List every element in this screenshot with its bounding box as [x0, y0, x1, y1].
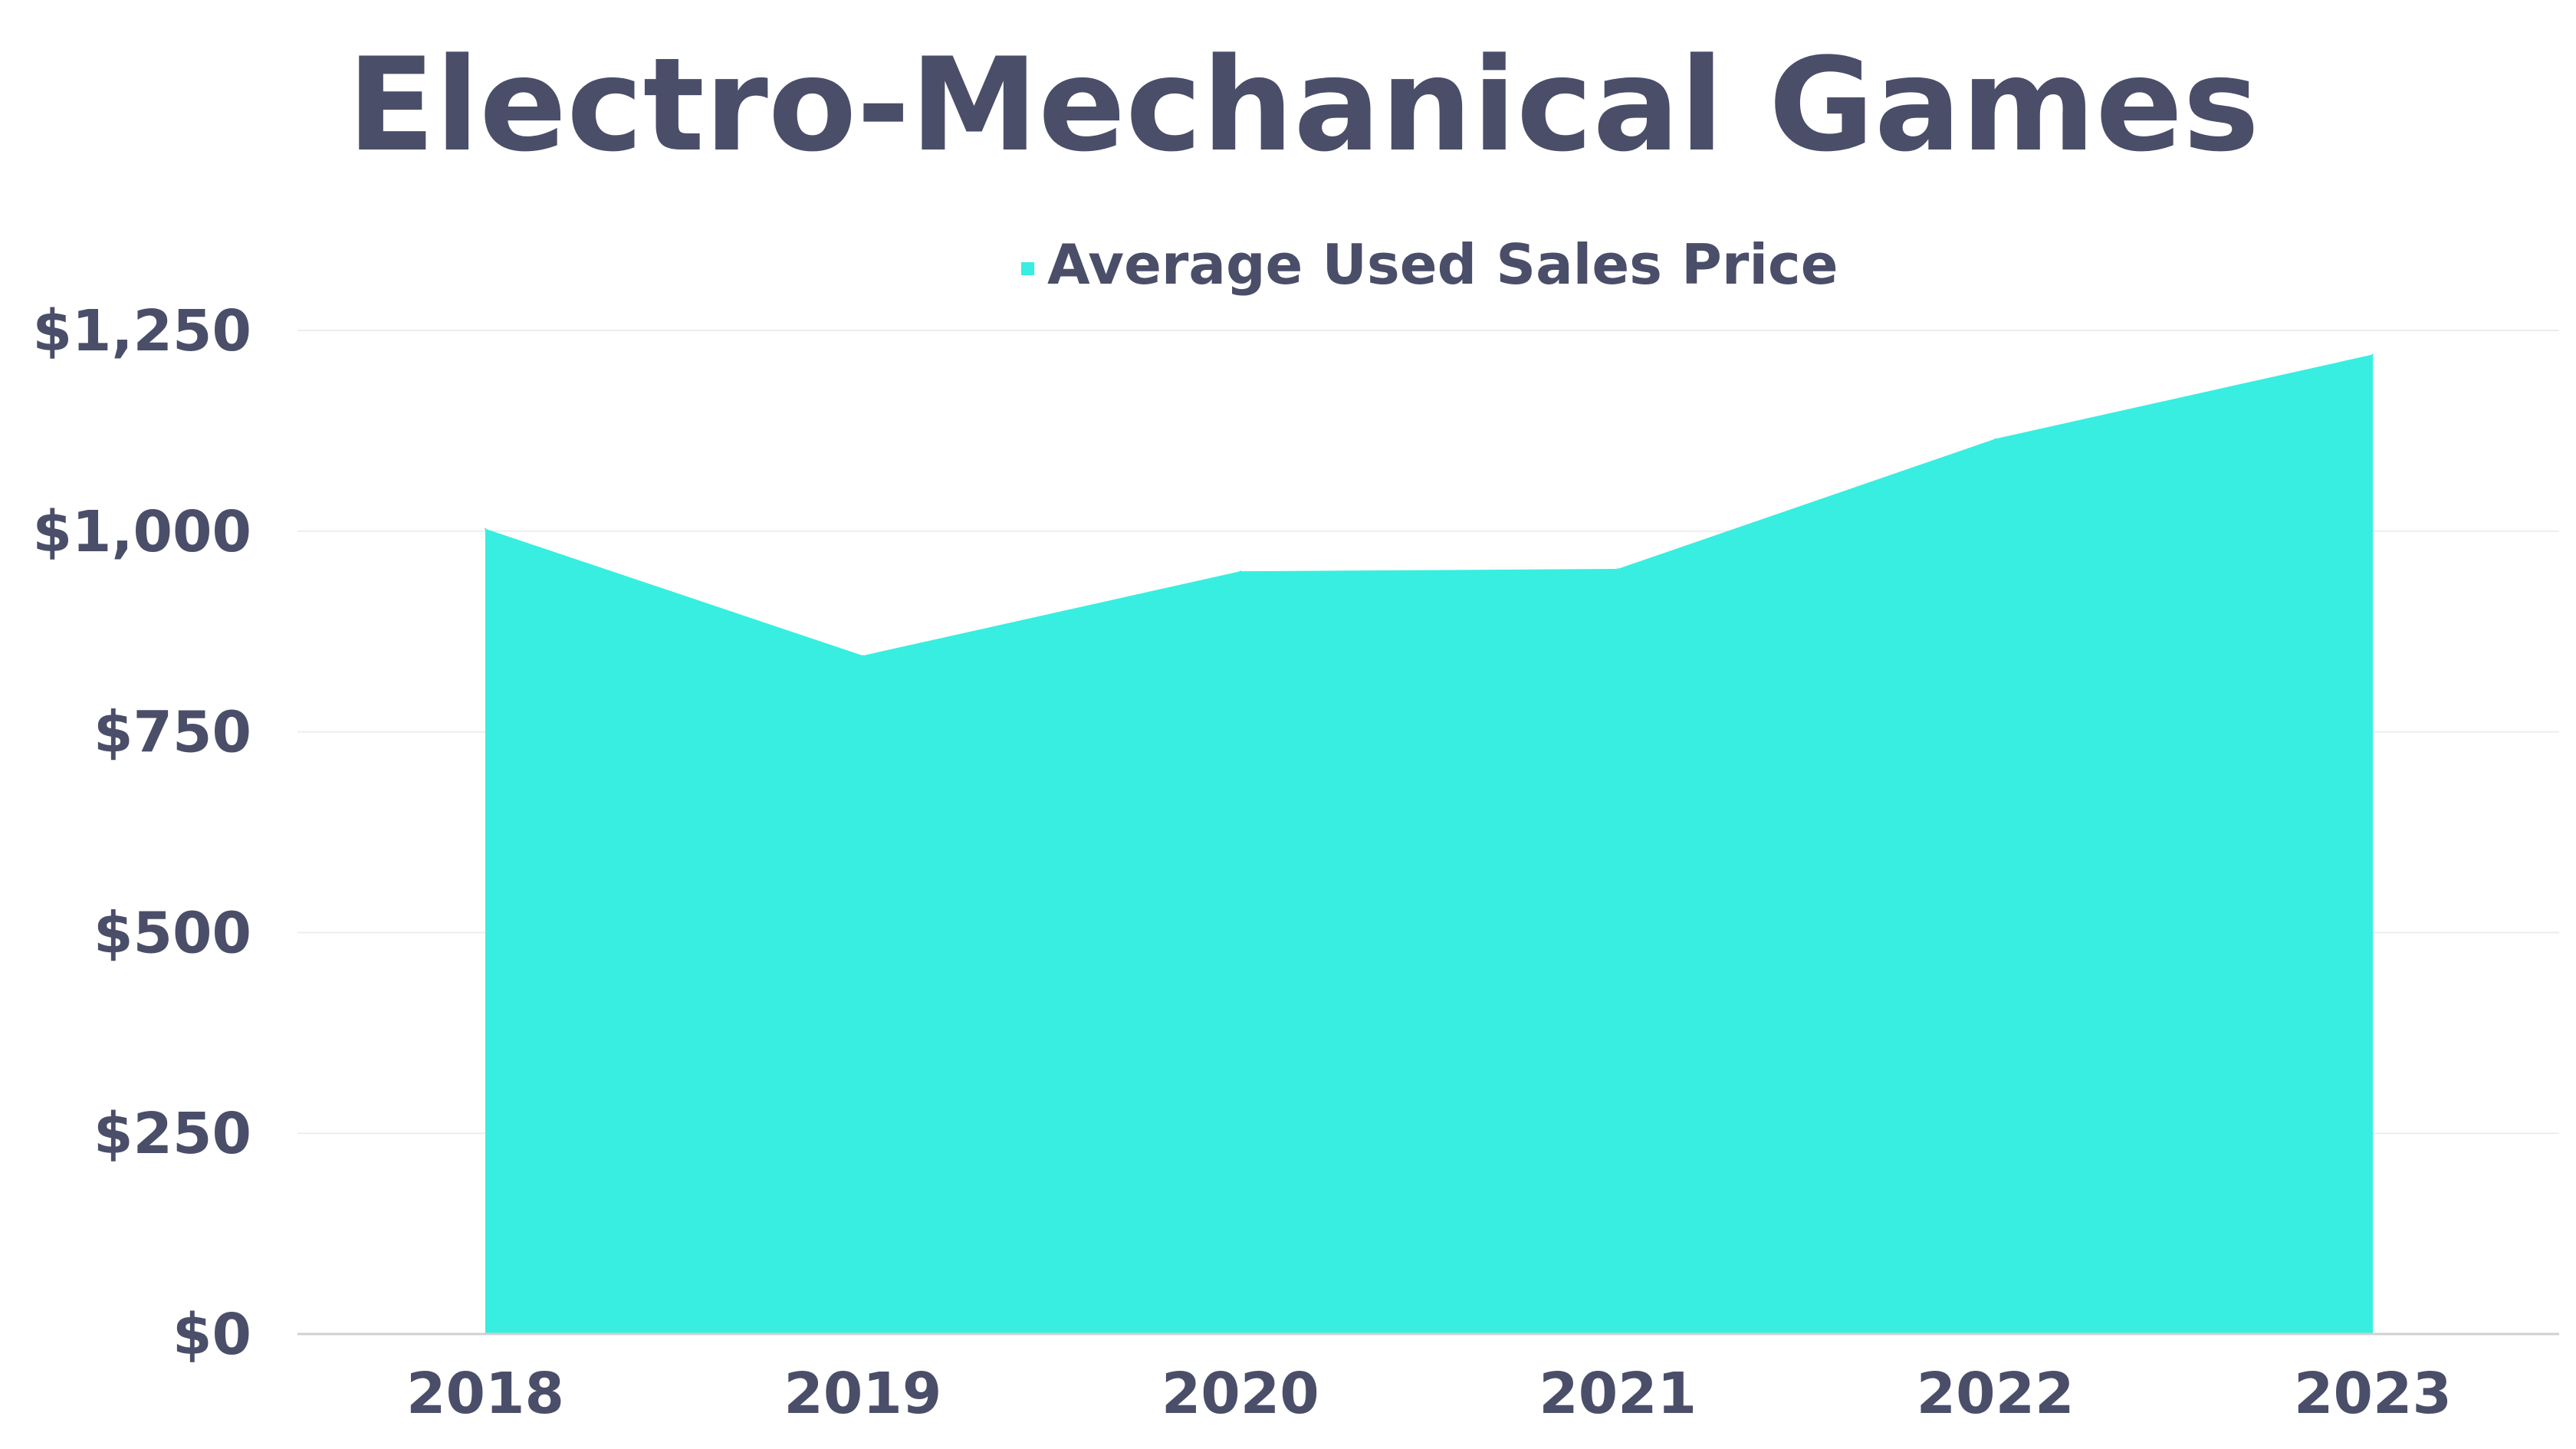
- data-point: [1617, 568, 1619, 570]
- y-tick-label: $0: [172, 1302, 251, 1368]
- data-point: [2372, 353, 2374, 356]
- data-point: [485, 527, 486, 530]
- x-tick-label: 2020: [1162, 1361, 1319, 1427]
- y-tick-label: $250: [94, 1101, 251, 1167]
- chart-title: Electro-Mechanical Games: [347, 30, 2259, 180]
- y-tick-label: $1,250: [32, 298, 251, 364]
- plot-area: [485, 353, 2374, 1334]
- y-tick-label: $750: [94, 700, 251, 766]
- x-tick-label: 2023: [2294, 1361, 2452, 1427]
- axes: $0 $250 $500 $750 $1,000 $1,250 2018 2019 2020 20…: [32, 298, 2559, 1427]
- data-point: [1239, 570, 1241, 573]
- x-tick-label: 2022: [1917, 1361, 2075, 1427]
- data-point: [862, 655, 864, 657]
- y-tick-label: $1,000: [32, 499, 251, 565]
- legend-swatch: [1021, 262, 1034, 275]
- data-point: [1994, 438, 1996, 440]
- x-tick-label: 2018: [406, 1361, 564, 1427]
- x-tick-label: 2021: [1539, 1361, 1697, 1427]
- y-tick-label: $500: [94, 900, 251, 966]
- x-tick-label: 2019: [784, 1361, 941, 1427]
- legend-label: Average Used Sales Price: [1047, 232, 1838, 297]
- legend: Average Used Sales Price: [1021, 232, 1838, 297]
- area-series: [485, 354, 2373, 1334]
